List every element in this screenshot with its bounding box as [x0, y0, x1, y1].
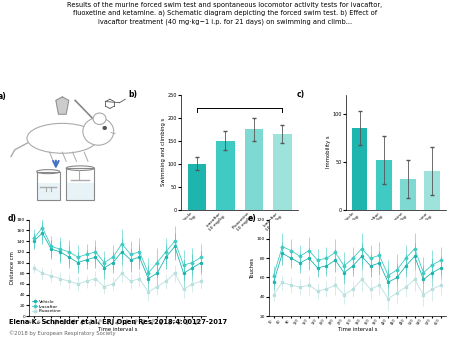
X-axis label: Time interval s: Time interval s [98, 327, 137, 332]
Y-axis label: Immobility s: Immobility s [326, 136, 331, 168]
Y-axis label: Swimming and climbing s: Swimming and climbing s [161, 118, 166, 186]
Bar [36, 183, 60, 200]
Bar [188, 164, 206, 210]
Bar [245, 129, 263, 210]
Legend: Vehicle, Ivacaftor, Fluoxetine: Vehicle, Ivacaftor, Fluoxetine [32, 299, 62, 314]
Ellipse shape [27, 123, 98, 153]
Bar [376, 160, 392, 210]
Bar [36, 172, 60, 200]
Y-axis label: Distance cm: Distance cm [10, 251, 15, 284]
Circle shape [103, 127, 106, 129]
Bar [216, 141, 234, 210]
Polygon shape [56, 97, 69, 114]
Text: b): b) [129, 90, 138, 99]
Bar [66, 168, 94, 200]
Text: ©2018 by European Respiratory Society: ©2018 by European Respiratory Society [9, 331, 116, 336]
Text: e): e) [248, 214, 256, 223]
Bar [66, 183, 94, 200]
Bar [424, 171, 440, 210]
Text: c): c) [297, 90, 305, 99]
Text: d): d) [8, 214, 17, 223]
Circle shape [83, 118, 114, 145]
Text: Results of the murine forced swim test and spontaneous locomotor activity tests : Results of the murine forced swim test a… [68, 2, 382, 25]
Text: Elena K. Schneider et al. ERJ Open Res 2018;4:00127-2017: Elena K. Schneider et al. ERJ Open Res 2… [9, 319, 227, 325]
Bar [400, 179, 416, 210]
Bar [273, 134, 292, 210]
Text: a): a) [0, 92, 7, 101]
Circle shape [93, 113, 106, 124]
Y-axis label: Touches: Touches [250, 257, 255, 279]
Bar [352, 128, 367, 210]
X-axis label: Time interval s: Time interval s [338, 327, 377, 332]
